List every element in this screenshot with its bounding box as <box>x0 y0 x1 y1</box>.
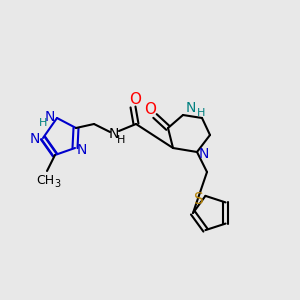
Text: O: O <box>144 103 156 118</box>
Text: N: N <box>30 132 40 146</box>
Text: H: H <box>39 118 47 128</box>
Text: N: N <box>109 127 119 141</box>
Text: CH: CH <box>36 175 54 188</box>
Text: O: O <box>129 92 141 107</box>
Text: H: H <box>197 108 205 118</box>
Text: N: N <box>199 147 209 161</box>
Text: N: N <box>45 110 55 124</box>
Text: S: S <box>194 192 203 207</box>
Text: N: N <box>77 143 87 157</box>
Text: N: N <box>186 101 196 115</box>
Text: 3: 3 <box>54 179 60 189</box>
Text: H: H <box>117 135 125 145</box>
